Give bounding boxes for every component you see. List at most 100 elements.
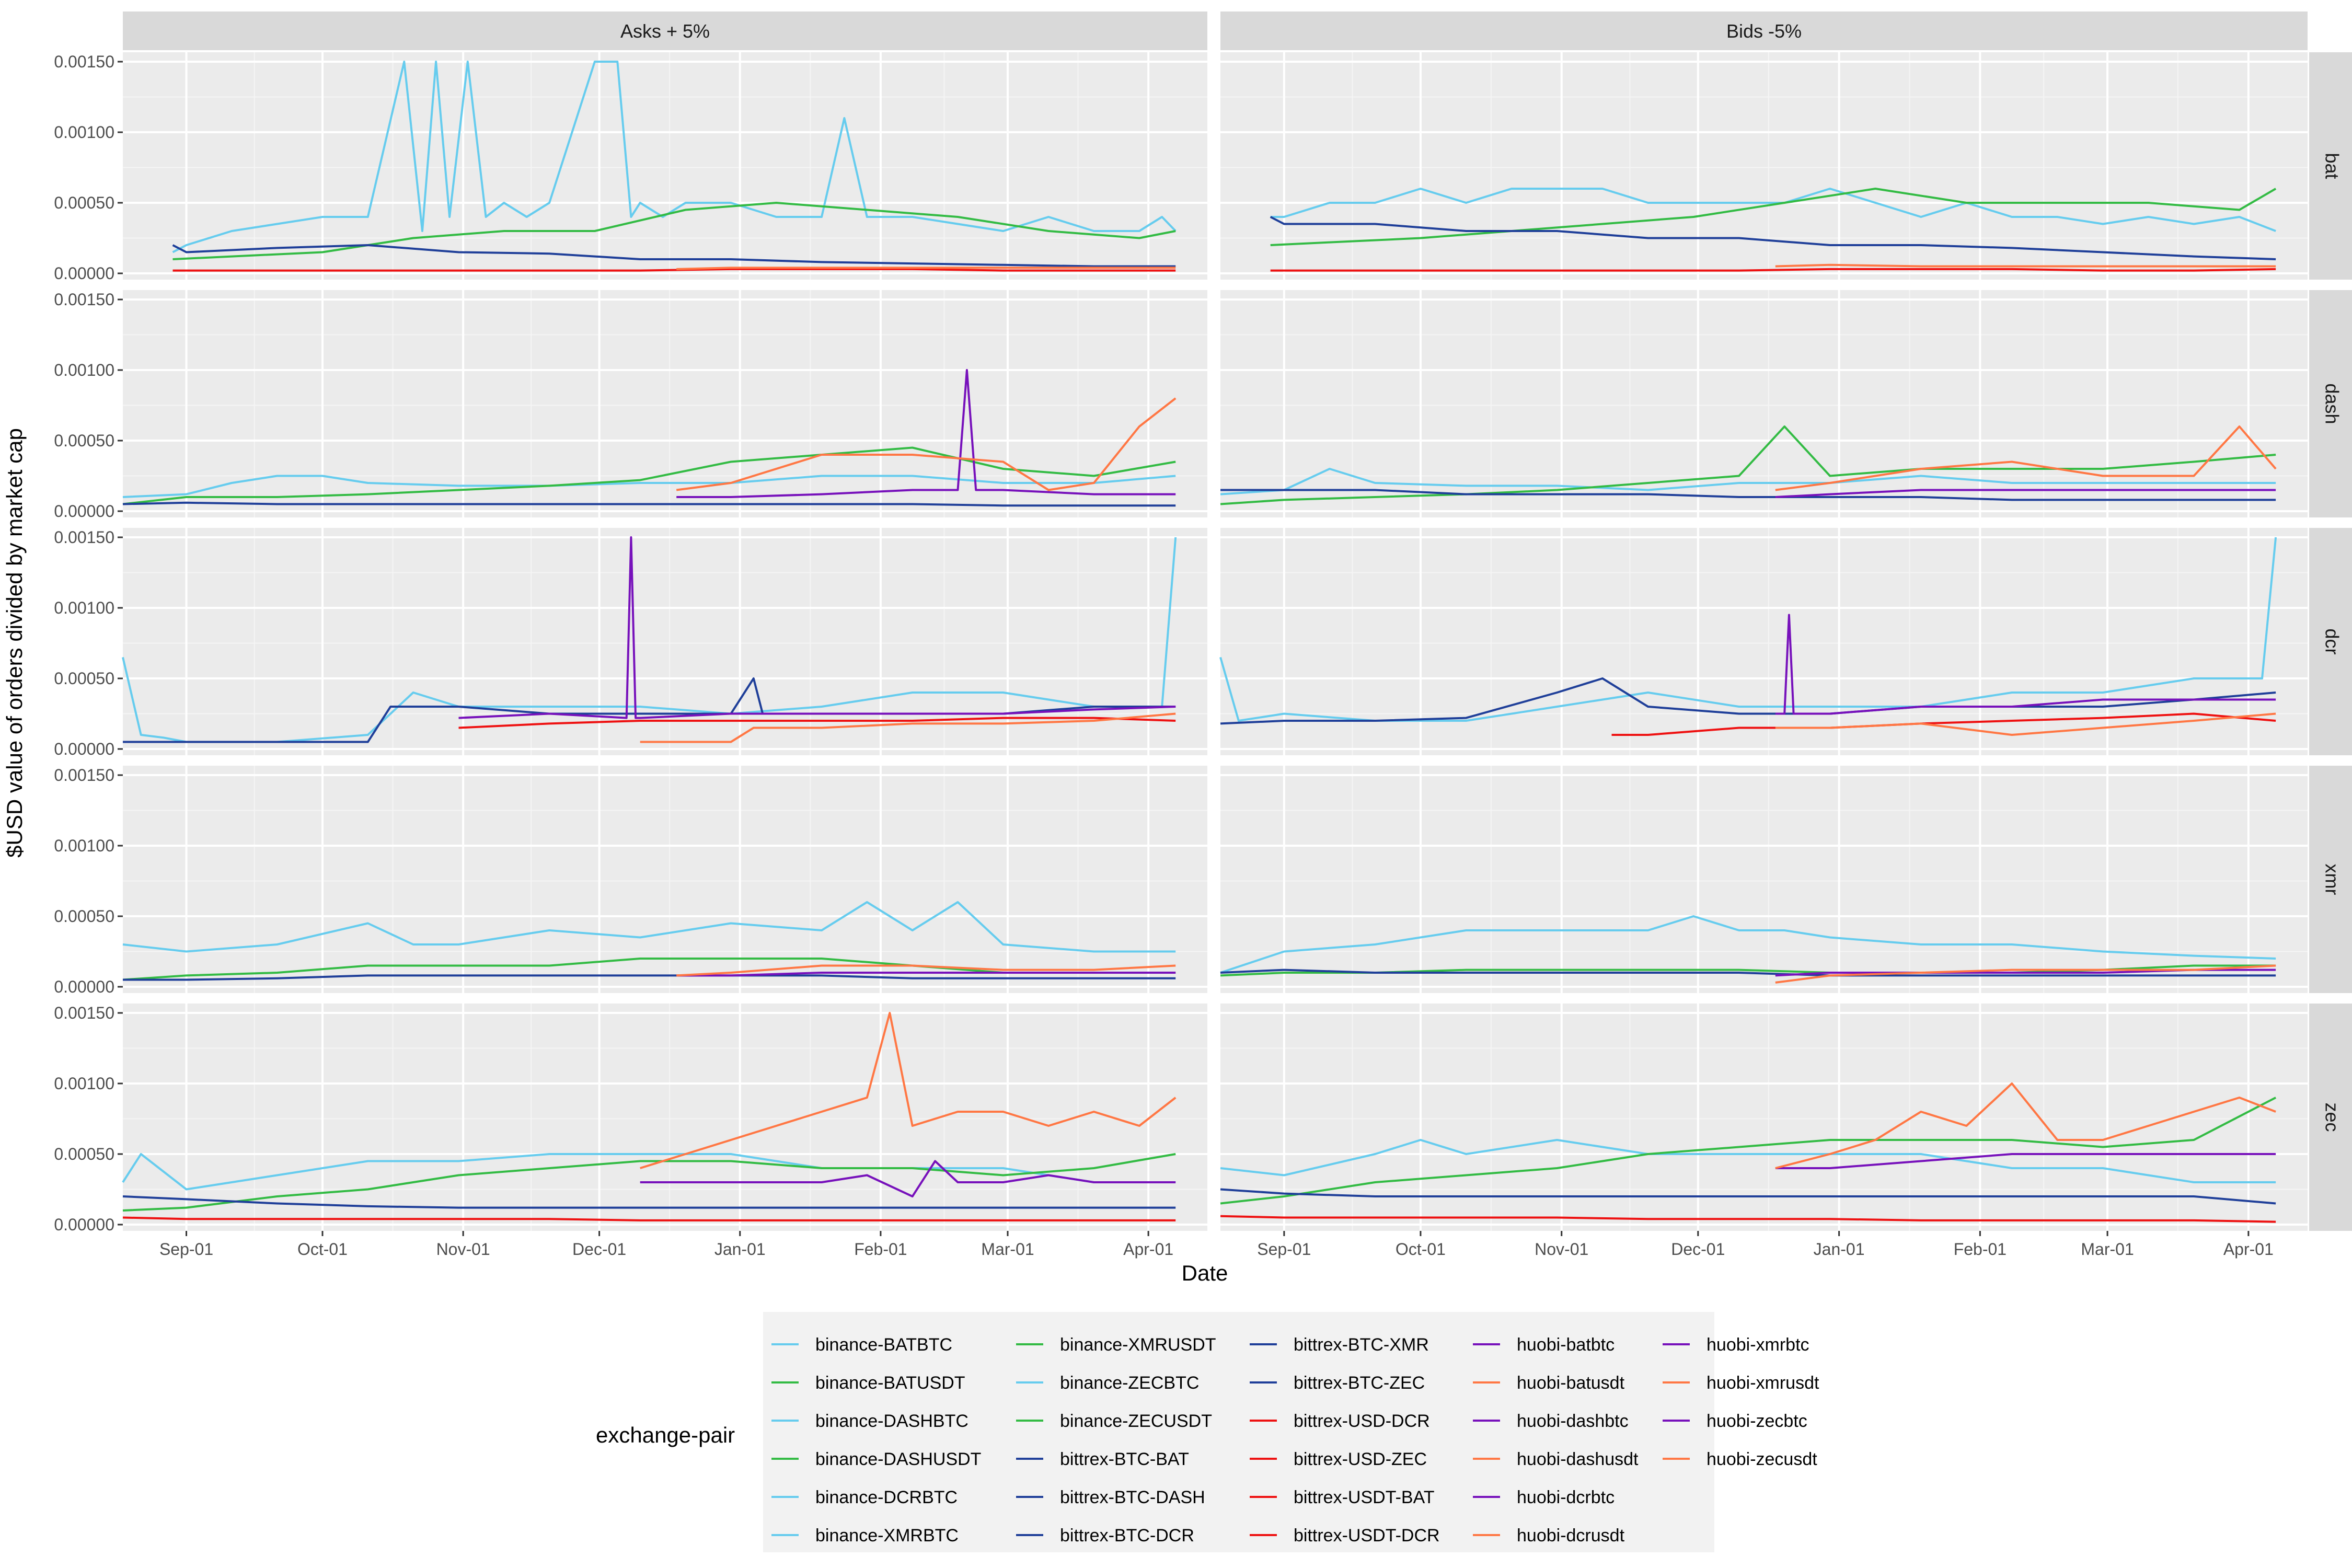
series-line (676, 972, 1176, 977)
series-line (1775, 489, 2276, 498)
legend-label: bittrex-BTC-XMR (1294, 1335, 1429, 1355)
y-tick-label: 0.00050 (54, 669, 114, 688)
legend-label: huobi-xmrbtc (1707, 1335, 1809, 1355)
row-strip-bg (2309, 766, 2352, 993)
x-tick-label: Oct-01 (297, 1240, 348, 1259)
x-tick-label: Apr-01 (1123, 1240, 1173, 1259)
legend-label: binance-DASHBTC (815, 1411, 969, 1431)
series-line (640, 712, 1176, 743)
series-line (1270, 216, 2276, 260)
x-tick-label: Mar-01 (2081, 1240, 2134, 1259)
x-tick-label: Nov-01 (436, 1240, 490, 1259)
panel-xmr-0 (123, 766, 1207, 993)
legend-label: bittrex-BTC-DASH (1060, 1488, 1205, 1507)
x-tick-label: Sep-01 (159, 1240, 213, 1259)
y-tick-label: 0.00150 (54, 1004, 114, 1022)
y-tick-label: 0.00000 (54, 502, 114, 521)
legend-label: huobi-dashusdt (1517, 1449, 1639, 1469)
x-axis-title: Date (1182, 1261, 1228, 1285)
series-line (122, 1216, 1176, 1221)
panel-background (123, 52, 1207, 280)
series-line (123, 974, 1176, 981)
column-strip-label: Asks + 5% (620, 20, 710, 42)
series-line (1220, 489, 2276, 501)
y-tick-label: 0.00100 (54, 1074, 114, 1093)
series-line (172, 61, 1177, 253)
x-tick-label: Dec-01 (1671, 1240, 1725, 1259)
row-strip-label: zec (2321, 1102, 2343, 1132)
x-tick-label: Jan-01 (1814, 1240, 1865, 1259)
legend-label: huobi-dashbtc (1517, 1411, 1629, 1431)
legend-label: huobi-dcrbtc (1517, 1488, 1615, 1507)
y-tick-label: 0.00150 (54, 528, 114, 547)
y-tick-label: 0.00050 (54, 907, 114, 926)
column-strip-bg (1220, 11, 2308, 50)
y-tick-label: 0.00000 (54, 977, 114, 996)
panel-dash-0 (123, 290, 1207, 517)
series-line (122, 901, 1176, 953)
series-line (122, 1195, 1176, 1209)
series-line (1220, 425, 2276, 505)
y-tick-label: 0.00150 (54, 52, 114, 71)
legend-label: bittrex-BTC-ZEC (1294, 1373, 1425, 1393)
x-tick-label: Nov-01 (1535, 1240, 1588, 1259)
x-tick-label: Sep-01 (1257, 1240, 1311, 1259)
series-line (1775, 263, 2276, 268)
row-strip-label: xmr (2321, 864, 2343, 895)
column-strip-1: Bids -5% (1220, 11, 2308, 50)
row-strip-bg (2309, 1004, 2352, 1231)
column-strip-0: Asks + 5% (123, 11, 1207, 50)
series-line (1270, 268, 2276, 272)
panel-dcr-1 (1220, 528, 2308, 755)
y-tick-label: 0.00050 (54, 1145, 114, 1163)
legend-label: binance-ZECBTC (1060, 1373, 1199, 1393)
legend-label: huobi-zecbtc (1707, 1411, 1807, 1431)
column-strip-bg (123, 11, 1207, 50)
x-tick-label: Feb-01 (854, 1240, 907, 1259)
row-strip-bg (2309, 528, 2352, 755)
legend-label: bittrex-USD-DCR (1294, 1411, 1430, 1431)
y-tick-label: 0.00150 (54, 290, 114, 309)
panel-background (1220, 290, 2308, 517)
panel-background (123, 1004, 1207, 1231)
series-line (1220, 1188, 2276, 1205)
row-strip-4: zec (2309, 1004, 2352, 1231)
x-tick-label: Mar-01 (981, 1240, 1034, 1259)
panel-xmr-1 (1220, 766, 2308, 993)
series-line (640, 1160, 1176, 1197)
series-line (1270, 188, 2277, 246)
series-line (1775, 425, 2277, 491)
panel-dash-1 (1220, 290, 2308, 517)
legend-label: huobi-dcrusdt (1517, 1526, 1625, 1546)
legend: exchange-pair binance-BATBTC binance-BATU… (596, 1312, 1819, 1552)
legend-label: bittrex-USDT-DCR (1294, 1526, 1440, 1546)
panel-background (1220, 52, 2308, 280)
y-tick-label: 0.00150 (54, 766, 114, 785)
series-line (1220, 677, 2276, 725)
legend-label: huobi-zecusdt (1707, 1449, 1817, 1469)
legend-label: bittrex-BTC-BAT (1060, 1449, 1189, 1469)
x-tick-label: Apr-01 (2223, 1240, 2274, 1259)
series-line (172, 244, 1176, 268)
legend-label: huobi-batusdt (1517, 1373, 1625, 1393)
x-tick-label: Oct-01 (1396, 1240, 1446, 1259)
legend-label: binance-BATUSDT (815, 1373, 965, 1393)
series-line (172, 202, 1176, 260)
row-strip-bg (2309, 290, 2352, 517)
legend-label: bittrex-USDT-BAT (1294, 1488, 1435, 1507)
series-line (1220, 1139, 2276, 1183)
series-line (1775, 1082, 2276, 1169)
series-line (1775, 712, 2276, 736)
legend-label: bittrex-USD-ZEC (1294, 1449, 1427, 1469)
legend-label: binance-DASHUSDT (815, 1449, 981, 1469)
legend-label: binance-XMRUSDT (1060, 1335, 1216, 1355)
series-line (1219, 537, 2277, 722)
series-line (122, 501, 1176, 507)
x-tick-label: Feb-01 (1954, 1240, 2007, 1259)
series-line (122, 1153, 1176, 1212)
legend-label: binance-XMRBTC (815, 1526, 959, 1546)
row-strip-label: dcr (2321, 628, 2343, 654)
y-tick-label: 0.00000 (54, 264, 114, 283)
panel-background (1220, 1004, 2308, 1231)
